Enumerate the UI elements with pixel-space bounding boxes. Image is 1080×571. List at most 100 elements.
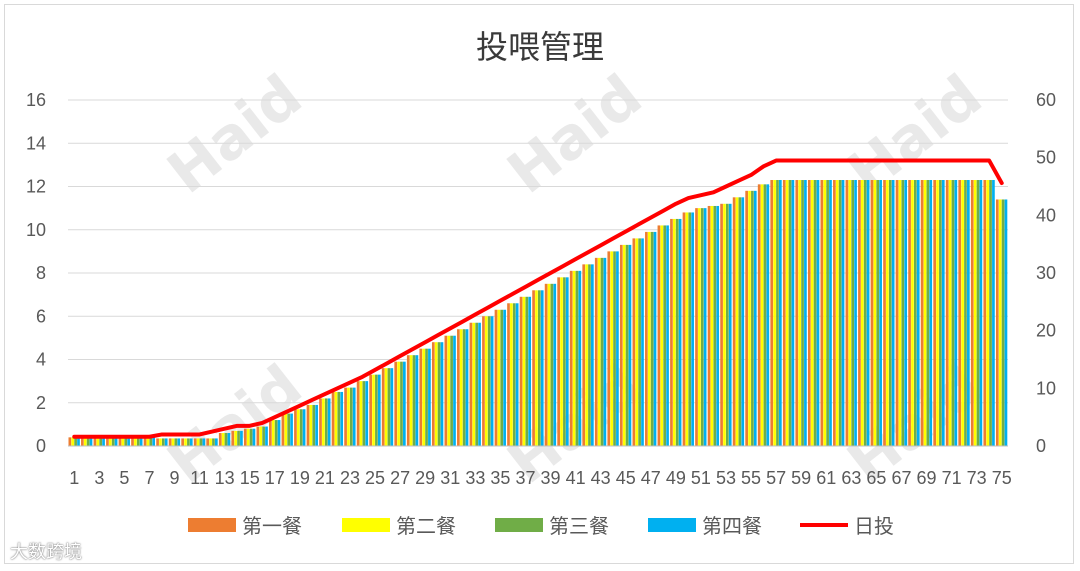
bar-3 (663, 225, 667, 446)
bar-3 (174, 438, 178, 446)
bar-4 (578, 270, 582, 446)
bar-3 (437, 342, 441, 446)
bar-4 (829, 180, 832, 446)
bar-1 (294, 409, 297, 446)
x-tick-label: 43 (591, 468, 611, 488)
bar-4 (478, 322, 481, 446)
x-tick-label: 69 (917, 468, 937, 488)
bar-2 (522, 296, 526, 446)
bar-1 (795, 180, 799, 446)
x-axis: 1 3 5 7 9 11 13 15 17 19 21 23 25 27 29 31 33 35 37 39 41 43 4… (68, 445, 1012, 488)
bar-2 (948, 180, 952, 446)
bar-2 (835, 180, 839, 446)
bar-3 (274, 420, 278, 446)
bar-3 (512, 303, 516, 446)
bar-2 (698, 208, 701, 446)
x-tick-label: 7 (144, 468, 154, 488)
bar-3 (1001, 199, 1005, 446)
bar-2 (221, 433, 225, 446)
bar-3 (187, 438, 190, 446)
bar-1 (457, 329, 460, 446)
bar-2 (459, 329, 463, 446)
bar-4 (315, 404, 318, 446)
bar-3 (212, 438, 215, 446)
bar-1 (544, 283, 548, 446)
legend: 第一餐 第二餐 第三餐 第四餐 日投 (188, 514, 894, 538)
bar-3 (299, 409, 303, 446)
bar-1 (118, 437, 122, 446)
chart-frame (4, 4, 1074, 564)
bar-2 (535, 290, 538, 446)
bar-1 (970, 180, 974, 446)
bar-2 (660, 225, 664, 446)
bar-3 (801, 180, 804, 446)
bar-3 (588, 264, 591, 446)
bar-1 (582, 264, 586, 446)
bar-4 (967, 180, 970, 446)
bar-4 (327, 398, 331, 446)
bar-3 (976, 180, 980, 446)
bar-2 (422, 348, 425, 446)
x-tick-label: 31 (440, 468, 460, 488)
bar-series (68, 180, 1008, 446)
bar-4 (227, 433, 231, 446)
bar-4 (415, 355, 419, 446)
bar-3 (124, 437, 128, 446)
bar-3 (939, 180, 942, 446)
bar-1 (319, 398, 322, 446)
bar-4 (992, 180, 995, 446)
bar-4 (916, 180, 920, 446)
bar-2 (171, 438, 175, 446)
bar-1 (770, 180, 774, 446)
bar-1 (507, 303, 510, 446)
y-right-tick-label: 60 (1036, 90, 1056, 110)
bar-1 (394, 361, 398, 446)
x-tick-label: 45 (616, 468, 636, 488)
bar-3 (312, 404, 316, 446)
bar-4 (941, 180, 945, 446)
y-left-tick-label: 16 (26, 90, 46, 110)
bar-2 (572, 270, 576, 446)
chart-title: 投喂管理 (475, 28, 604, 66)
bar-2 (196, 438, 200, 446)
y-left-tick-label: 10 (26, 220, 46, 240)
bar-4 (879, 180, 882, 446)
x-tick-label: 37 (515, 468, 535, 488)
x-tick-label: 9 (170, 468, 180, 488)
x-tick-label: 27 (390, 468, 410, 488)
bar-2 (585, 264, 588, 446)
bar-4 (691, 212, 694, 446)
bar-2 (372, 374, 375, 446)
bar-4 (528, 296, 532, 446)
bar-2 (497, 309, 501, 446)
bar-2 (284, 413, 288, 446)
y-right-tick-label: 40 (1036, 205, 1056, 225)
bar-3 (788, 180, 792, 446)
bar-1 (369, 374, 372, 446)
y-right-tick-label: 20 (1036, 321, 1056, 341)
bar-3 (237, 430, 240, 446)
bar-1 (895, 180, 899, 446)
bar-4 (390, 368, 394, 446)
bar-1 (131, 437, 134, 446)
bar-1 (757, 184, 761, 446)
x-tick-label: 33 (465, 468, 485, 488)
y-axis-left: 0 2 4 6 8 10 12 14 16 (26, 90, 46, 456)
bar-4 (741, 197, 745, 446)
bar-3 (149, 437, 153, 446)
x-tick-label: 73 (967, 468, 987, 488)
bar-1 (331, 391, 335, 446)
bar-2 (622, 244, 626, 446)
bar-4 (365, 381, 369, 446)
bar-4 (929, 180, 933, 446)
bar-4 (215, 438, 218, 446)
bar-1 (933, 180, 936, 446)
bar-4 (139, 437, 143, 446)
bar-4 (616, 251, 619, 446)
bar-3 (563, 277, 566, 446)
bar-4 (591, 264, 594, 446)
bar-2 (560, 277, 563, 446)
y-left-tick-label: 6 (36, 306, 46, 326)
y-left-tick-label: 8 (36, 263, 46, 283)
